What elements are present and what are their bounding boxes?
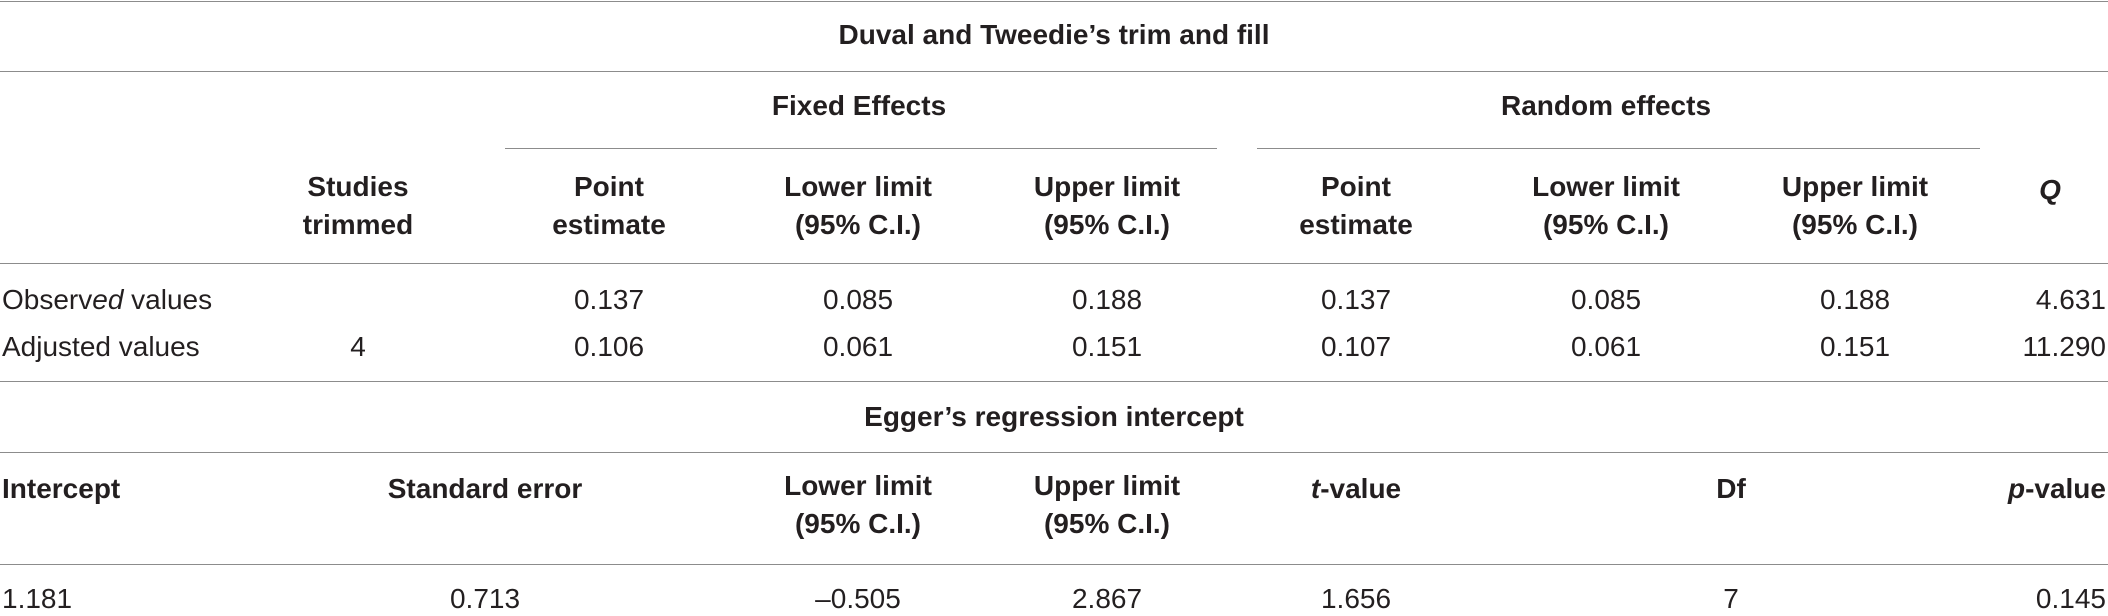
egger-df-value: 7 bbox=[1723, 583, 1739, 614]
row-adjusted-studies-trimmed: 4 bbox=[350, 331, 366, 362]
header-random-upper-limit: Upper limit (95% C.I.) bbox=[1781, 171, 1929, 240]
egger-p-value: 0.145 bbox=[2035, 583, 2106, 614]
row-observed-fixed-upper: 0.188 bbox=[1071, 284, 1143, 315]
header-random-point-estimate: Point estimate bbox=[1299, 171, 1413, 240]
egger-header-upper-limit: Upper limit (95% C.I.) bbox=[1033, 470, 1181, 539]
row-observed-fixed-lower: 0.085 bbox=[822, 284, 894, 315]
header-random-lower-limit: Lower limit (95% C.I.) bbox=[1532, 171, 1680, 240]
trim-fill-title: Duval and Tweedie’s trim and fill bbox=[838, 19, 1270, 50]
fixed-effects-rule bbox=[505, 148, 1217, 149]
egger-upper-limit-value: 2.867 bbox=[1071, 583, 1143, 614]
top-rule bbox=[0, 1, 2108, 2]
egger-lower-limit-value: –0.505 bbox=[815, 583, 901, 614]
egger-header-standard-error: Standard error bbox=[387, 473, 583, 504]
row-adjusted-random-point: 0.107 bbox=[1320, 331, 1392, 362]
row-adjusted-fixed-lower: 0.061 bbox=[822, 331, 894, 362]
egger-header-lower-limit: Lower limit (95% C.I.) bbox=[784, 470, 932, 539]
row-observed-random-upper: 0.188 bbox=[1819, 284, 1891, 315]
row-observed-label: Observed values bbox=[2, 284, 213, 315]
random-effects-heading: Random effects bbox=[1500, 90, 1712, 121]
row-observed-q: 4.631 bbox=[2035, 284, 2106, 315]
header-studies-trimmed: Studies trimmed bbox=[302, 171, 414, 240]
row-adjusted-q: 11.290 bbox=[2022, 331, 2106, 362]
egger-standard-error-value: 0.713 bbox=[449, 583, 521, 614]
title-rule bbox=[0, 71, 2108, 72]
row-adjusted-random-upper: 0.151 bbox=[1819, 331, 1891, 362]
egger-header-intercept: Intercept bbox=[2, 473, 121, 504]
egger-title: Egger’s regression intercept bbox=[864, 401, 1244, 432]
egger-header-df: Df bbox=[1716, 473, 1746, 504]
row-adjusted-fixed-point: 0.106 bbox=[573, 331, 645, 362]
row-observed-random-point: 0.137 bbox=[1320, 284, 1392, 315]
header-fixed-lower-limit: Lower limit (95% C.I.) bbox=[784, 171, 932, 240]
section-rule bbox=[0, 381, 2108, 382]
egger-t-value: 1.656 bbox=[1320, 583, 1392, 614]
egger-intercept-value: 1.181 bbox=[2, 583, 73, 614]
random-effects-rule bbox=[1257, 148, 1980, 149]
egger-header-t-value: t-value bbox=[1310, 473, 1402, 504]
egger-header-rule bbox=[0, 564, 2108, 565]
row-observed-fixed-point: 0.137 bbox=[573, 284, 645, 315]
row-adjusted-label: Adjusted values bbox=[2, 331, 200, 362]
header-q: Q bbox=[2039, 174, 2061, 205]
egger-title-rule bbox=[0, 452, 2108, 453]
row-adjusted-fixed-upper: 0.151 bbox=[1071, 331, 1143, 362]
header-rule bbox=[0, 263, 2108, 264]
egger-header-p-value: p-value bbox=[2007, 473, 2106, 504]
header-fixed-upper-limit: Upper limit (95% C.I.) bbox=[1033, 171, 1181, 240]
row-observed-random-lower: 0.085 bbox=[1570, 284, 1642, 315]
fixed-effects-heading: Fixed Effects bbox=[771, 90, 947, 121]
header-fixed-point-estimate: Point estimate bbox=[552, 171, 666, 240]
row-adjusted-random-lower: 0.061 bbox=[1570, 331, 1642, 362]
